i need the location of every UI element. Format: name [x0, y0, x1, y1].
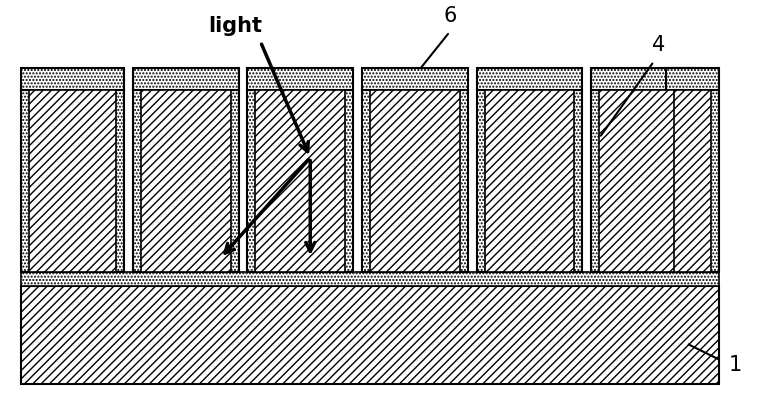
Text: 4: 4 — [653, 35, 665, 55]
Bar — [484, 91, 575, 272]
Bar — [362, 91, 468, 272]
Bar — [248, 91, 353, 272]
Bar — [674, 91, 711, 272]
Bar — [255, 91, 345, 272]
Bar — [666, 69, 718, 91]
Bar — [591, 91, 697, 272]
Bar — [591, 69, 697, 91]
Bar — [21, 286, 718, 384]
Bar — [133, 69, 238, 91]
Bar — [133, 91, 238, 272]
Bar — [21, 272, 718, 286]
Bar — [477, 91, 582, 272]
Bar — [21, 91, 124, 272]
Bar — [362, 69, 468, 91]
Bar — [21, 69, 124, 91]
Text: 1: 1 — [729, 354, 742, 374]
Bar — [477, 69, 582, 91]
Bar — [30, 91, 116, 272]
Bar — [248, 69, 353, 91]
Bar — [141, 91, 231, 272]
Bar — [370, 91, 459, 272]
Bar — [666, 91, 718, 272]
Text: 6: 6 — [443, 6, 456, 26]
Bar — [600, 91, 689, 272]
Text: light: light — [208, 16, 263, 36]
